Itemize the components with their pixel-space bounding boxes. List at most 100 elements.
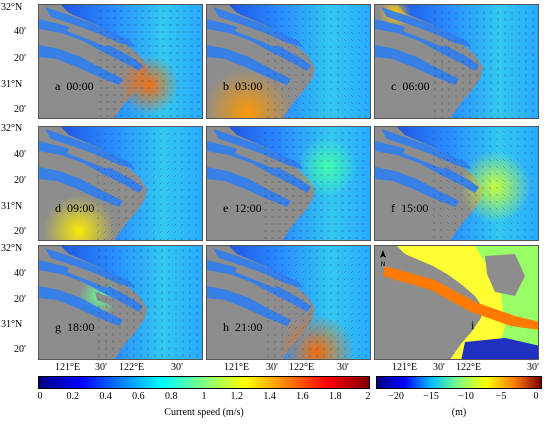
panel-letter: a [55, 79, 61, 93]
map-panel-a: a 00:00 [38, 4, 203, 119]
estuary-channel [213, 248, 303, 288]
colorbar-tick-label: −5 [495, 391, 507, 402]
panel-label: e 12:00 [223, 201, 262, 216]
map-panel-b: b 03:00 [206, 4, 371, 119]
colorbar-tick-label: 1.4 [263, 391, 276, 402]
colorbar-tick-label: 1 [201, 391, 207, 402]
current-vectors [434, 11, 534, 118]
estuary-channel [213, 7, 303, 47]
lon-label: 30′ [527, 362, 540, 373]
lon-label: 30′ [95, 362, 108, 373]
map-graphic: N [375, 246, 538, 359]
current-speed-colorbar [38, 376, 370, 389]
panel-label: h 21:00 [223, 320, 262, 335]
lat-label: 31°N [1, 201, 23, 212]
map-graphic [207, 5, 370, 118]
colorbar-tick-label: 0.8 [164, 391, 178, 402]
lat-label: 31°N [1, 79, 23, 90]
island [95, 292, 121, 306]
map-graphic [39, 5, 202, 118]
estuary-channel [375, 19, 479, 71]
estuary-channel [207, 19, 311, 71]
current-vectors [264, 132, 365, 239]
lat-label: 32°N [1, 243, 23, 254]
estuary-channel [39, 260, 143, 312]
island [431, 173, 457, 187]
panel-time: 03:00 [235, 79, 263, 93]
north-label: N [381, 261, 386, 268]
panel-letter: e [223, 201, 229, 215]
estuary-channel [381, 129, 471, 169]
channel [383, 266, 538, 330]
lat-label: 20′ [14, 294, 27, 305]
sea-area [39, 246, 202, 359]
current-vectors [98, 249, 198, 357]
map-graphic [39, 246, 202, 359]
colorbar-tick-label: −15 [423, 391, 439, 402]
estuary-channel [375, 45, 459, 85]
lat-label: 40′ [14, 149, 27, 160]
current-vectors [266, 10, 368, 118]
sea-area [207, 5, 370, 118]
lat-label: 20′ [14, 344, 27, 355]
panel-label: g 18:00 [55, 320, 94, 335]
map-graphic [39, 127, 202, 240]
lon-label: 122°E [119, 362, 145, 373]
colorbar-tick-label: 1.8 [328, 391, 342, 402]
high-speed-zone [119, 55, 179, 115]
island [95, 51, 121, 65]
lon-label: 30′ [171, 362, 184, 373]
current-vectors [432, 130, 534, 239]
island [67, 27, 111, 47]
panel-label: f 15:00 [391, 201, 428, 216]
map-panel-d: d 09:00 [38, 126, 203, 241]
estuary-channel [213, 129, 303, 169]
current-vectors [266, 249, 368, 358]
high-speed-zone [279, 314, 355, 359]
colorbar-tick-label: 0.2 [66, 391, 80, 402]
map-panel-g: g 18:00 [38, 245, 203, 360]
lon-label: 121°E [55, 362, 81, 373]
depth-colorbar [376, 376, 542, 389]
panel-time: 00:00 [66, 79, 94, 93]
panel-letter: h [223, 320, 229, 334]
panel-time: 06:00 [402, 79, 430, 93]
lat-label: 40′ [14, 268, 27, 279]
land [485, 254, 525, 296]
estuary-channel [45, 7, 135, 47]
panel-time: 12:00 [234, 201, 262, 215]
lat-label: 40′ [14, 26, 27, 37]
panel-label: i [471, 318, 480, 333]
island [263, 173, 289, 187]
depth-unit-label: (m) [451, 407, 467, 418]
island [431, 51, 457, 65]
panel-letter: g [55, 320, 61, 334]
panel-time: 09:00 [67, 201, 95, 215]
panel-time: 18:00 [67, 320, 95, 334]
colorbar-tick-label: 0 [37, 391, 43, 402]
sea-area [39, 127, 202, 240]
estuary-channel [207, 260, 311, 312]
panel-letter: c [391, 79, 397, 93]
panel-letter: d [55, 201, 61, 215]
estuary-channel [207, 167, 291, 207]
map-graphic [207, 127, 370, 240]
colorbar-tick-label: 2 [365, 391, 371, 402]
panel-label: b 03:00 [223, 79, 262, 94]
island [67, 268, 111, 288]
current-vectors [99, 10, 200, 117]
lon-label: 122°E [456, 362, 482, 373]
estuary-channel [45, 129, 135, 169]
deep-water [461, 338, 538, 359]
current-vectors [96, 132, 198, 240]
estuary-channel [381, 7, 471, 47]
colorbar-tick-label: 0.4 [99, 391, 112, 402]
high-speed-zone [207, 68, 292, 118]
estuary-channel [207, 45, 291, 85]
lon-label: 30′ [433, 362, 446, 373]
lat-label: 32°N [1, 123, 23, 134]
lat-label: 32°N [1, 2, 23, 13]
colorbar-tick-label: 0.6 [132, 391, 145, 402]
high-speed-zone [459, 151, 531, 223]
